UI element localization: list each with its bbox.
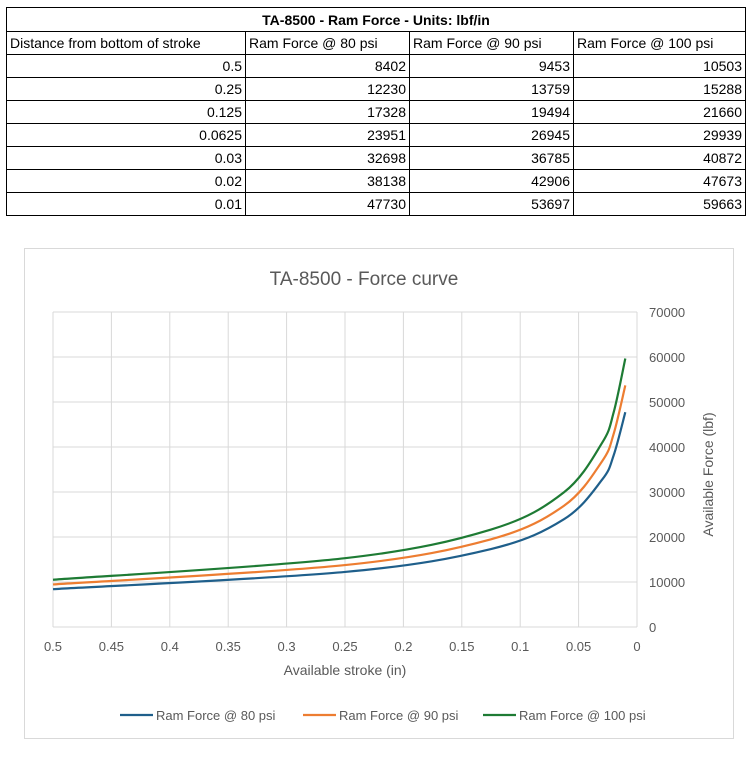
y-tick-label: 30000 bbox=[649, 485, 685, 500]
table-row: 0.0625 23951 26945 29939 bbox=[6, 123, 746, 147]
table-cell: 53697 bbox=[409, 192, 574, 216]
y-axis-label: Available Force (lbf) bbox=[700, 412, 716, 536]
series-line-2 bbox=[52, 385, 627, 586]
y-tick-label: 0 bbox=[649, 620, 656, 635]
x-tick-label: 0.1 bbox=[511, 639, 529, 654]
table-cell: 17328 bbox=[245, 100, 410, 124]
table-cell: 40872 bbox=[573, 146, 746, 170]
table-cell: 47673 bbox=[573, 169, 746, 193]
series-line-3 bbox=[52, 358, 627, 581]
table-cell: 13759 bbox=[409, 77, 574, 101]
table-cell: 10503 bbox=[573, 54, 746, 78]
table-cell: 42906 bbox=[409, 169, 574, 193]
table-row: 0.25 12230 13759 15288 bbox=[6, 77, 746, 101]
table-header-row: Distance from bottom of stroke Ram Force … bbox=[6, 31, 746, 55]
x-tick-label: 0.4 bbox=[161, 639, 179, 654]
x-tick-label: 0.25 bbox=[332, 639, 357, 654]
y-tick-label: 20000 bbox=[649, 530, 685, 545]
column-header: Ram Force @ 90 psi bbox=[409, 31, 574, 55]
y-tick-label: 60000 bbox=[649, 350, 685, 365]
table-cell: 15288 bbox=[573, 77, 746, 101]
series-line-1 bbox=[52, 411, 627, 591]
table-cell: 0.0625 bbox=[6, 123, 246, 147]
table-cell: 47730 bbox=[245, 192, 410, 216]
x-tick-label: 0 bbox=[633, 639, 640, 654]
x-tick-label: 0.5 bbox=[44, 639, 62, 654]
table-row: 0.125 17328 19494 21660 bbox=[6, 100, 746, 124]
table-cell: 38138 bbox=[245, 169, 410, 193]
table-cell: 0.25 bbox=[6, 77, 246, 101]
table-cell: 12230 bbox=[245, 77, 410, 101]
table-title: TA-8500 - Ram Force - Units: lbf/in bbox=[6, 7, 746, 32]
table-cell: 0.5 bbox=[6, 54, 246, 78]
x-tick-label: 0.2 bbox=[394, 639, 412, 654]
legend-label: Ram Force @ 80 psi bbox=[156, 708, 276, 723]
x-tick-label: 0.3 bbox=[278, 639, 296, 654]
column-header: Ram Force @ 100 psi bbox=[573, 31, 746, 55]
force-chart: TA-8500 - Force curve 0.5 0.45 0.4 0.35 0.3 0.… bbox=[24, 248, 734, 739]
y-tick-label: 70000 bbox=[649, 305, 685, 320]
y-tick-label: 40000 bbox=[649, 440, 685, 455]
table-cell: 0.125 bbox=[6, 100, 246, 124]
table-row: 0.5 8402 9453 10503 bbox=[6, 54, 746, 78]
table-cell: 0.01 bbox=[6, 192, 246, 216]
table-cell: 8402 bbox=[245, 54, 410, 78]
table-row: 0.01 47730 53697 59663 bbox=[6, 192, 746, 216]
table-row: 0.03 32698 36785 40872 bbox=[6, 146, 746, 170]
table-cell: 23951 bbox=[245, 123, 410, 147]
table-cell: 29939 bbox=[573, 123, 746, 147]
y-tick-label: 50000 bbox=[649, 395, 685, 410]
x-tick-label: 0.05 bbox=[566, 639, 591, 654]
column-header: Distance from bottom of stroke bbox=[6, 31, 246, 55]
x-tick-label: 0.35 bbox=[216, 639, 241, 654]
force-table: TA-8500 - Ram Force - Units: lbf/in Dist… bbox=[6, 7, 746, 216]
legend-label: Ram Force @ 90 psi bbox=[339, 708, 459, 723]
y-tick-label: 10000 bbox=[649, 575, 685, 590]
table-cell: 36785 bbox=[409, 146, 574, 170]
legend-label: Ram Force @ 100 psi bbox=[519, 708, 646, 723]
x-tick-label: 0.15 bbox=[449, 639, 474, 654]
table-cell: 59663 bbox=[573, 192, 746, 216]
table-cell: 26945 bbox=[409, 123, 574, 147]
table-cell: 9453 bbox=[409, 54, 574, 78]
table-cell: 0.03 bbox=[6, 146, 246, 170]
x-tick-label: 0.45 bbox=[99, 639, 124, 654]
table-cell: 0.02 bbox=[6, 169, 246, 193]
chart-title: TA-8500 - Force curve bbox=[270, 269, 459, 290]
table-cell: 21660 bbox=[573, 100, 746, 124]
table-row: 0.02 38138 42906 47673 bbox=[6, 169, 746, 193]
column-header: Ram Force @ 80 psi bbox=[245, 31, 410, 55]
x-axis-label: Available stroke (in) bbox=[284, 662, 407, 678]
chart-svg: TA-8500 - Force curve 0.5 0.45 0.4 0.35 0.3 0.… bbox=[44, 269, 716, 723]
table-cell: 19494 bbox=[409, 100, 574, 124]
table-cell: 32698 bbox=[245, 146, 410, 170]
